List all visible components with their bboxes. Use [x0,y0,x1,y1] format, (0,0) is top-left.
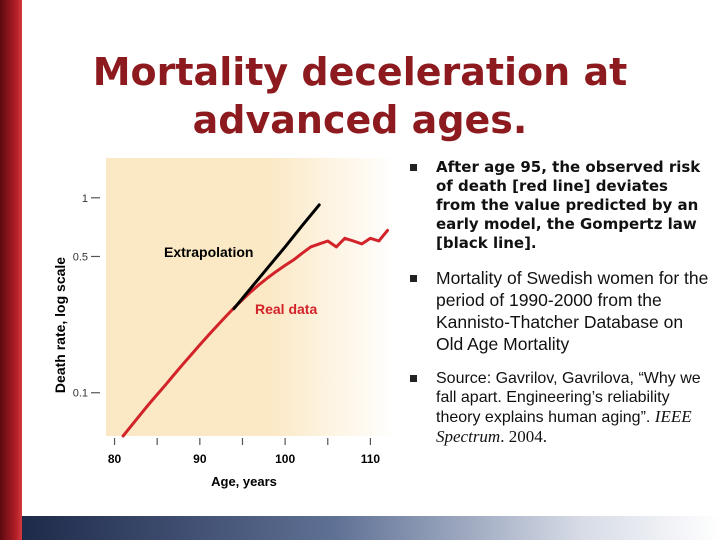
bullet-square-icon [410,275,417,282]
annotation-extrapolation: Extrapolation [164,244,253,260]
y-tick-label: 1 [82,193,88,205]
source-text: Source: Gavrilov, Gavrilova, “Why we fal… [436,370,701,446]
x-tick-label: 110 [361,452,381,466]
x-tick-label: 100 [275,452,295,466]
series-line-real-data [121,228,389,438]
y-axis-label: Death rate, log scale [52,257,68,393]
source-suffix: . 2004. [500,427,547,446]
slide-title: Mortality deceleration at advanced ages. [60,48,660,144]
bullet-text: Mortality of Swedish women for the perio… [436,268,709,354]
y-tick-label: 0.1 [73,388,88,400]
left-accent-bar [0,0,22,540]
bullet-item: After age 95, the observed risk of death… [410,158,710,253]
annotation-real-data: Real data [255,301,317,317]
bullet-square-icon [410,164,417,171]
bullet-item: Mortality of Swedish women for the perio… [410,267,710,355]
title-line-2: advanced ages. [192,98,528,142]
bullet-item: Source: Gavrilov, Gavrilova, “Why we fal… [410,369,710,447]
bullet-square-icon [410,375,417,382]
x-tick-label: 80 [108,452,122,466]
bottom-accent-bar [22,516,720,540]
title-line-1: Mortality deceleration at [92,50,628,94]
y-tick-label: 0.5 [73,251,88,263]
x-axis-label: Age, years [211,474,277,489]
series-line-extrapolation [232,203,321,311]
x-tick-label: 90 [193,452,207,466]
plot-background [106,158,396,436]
bullet-text: After age 95, the observed risk of death… [436,158,701,252]
bullet-list: After age 95, the observed risk of death… [410,158,710,461]
source-prefix: Source: Gavrilov, Gavrilova, “Why we fal… [436,370,701,426]
source-journal: IEEE Spectrum [436,407,692,446]
